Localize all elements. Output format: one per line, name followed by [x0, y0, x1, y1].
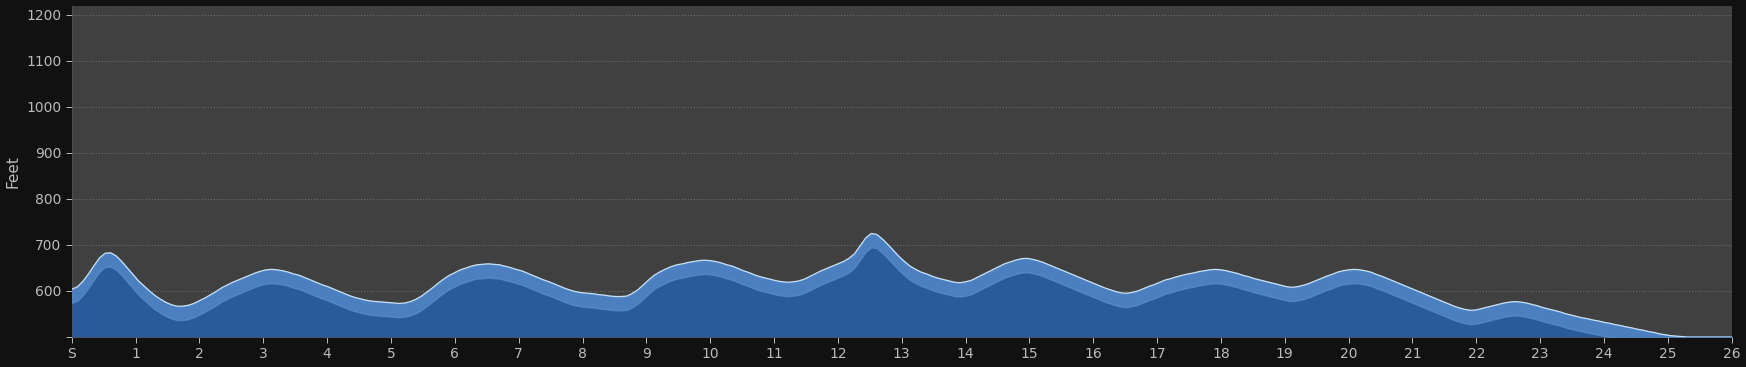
Y-axis label: Feet: Feet	[5, 155, 21, 188]
